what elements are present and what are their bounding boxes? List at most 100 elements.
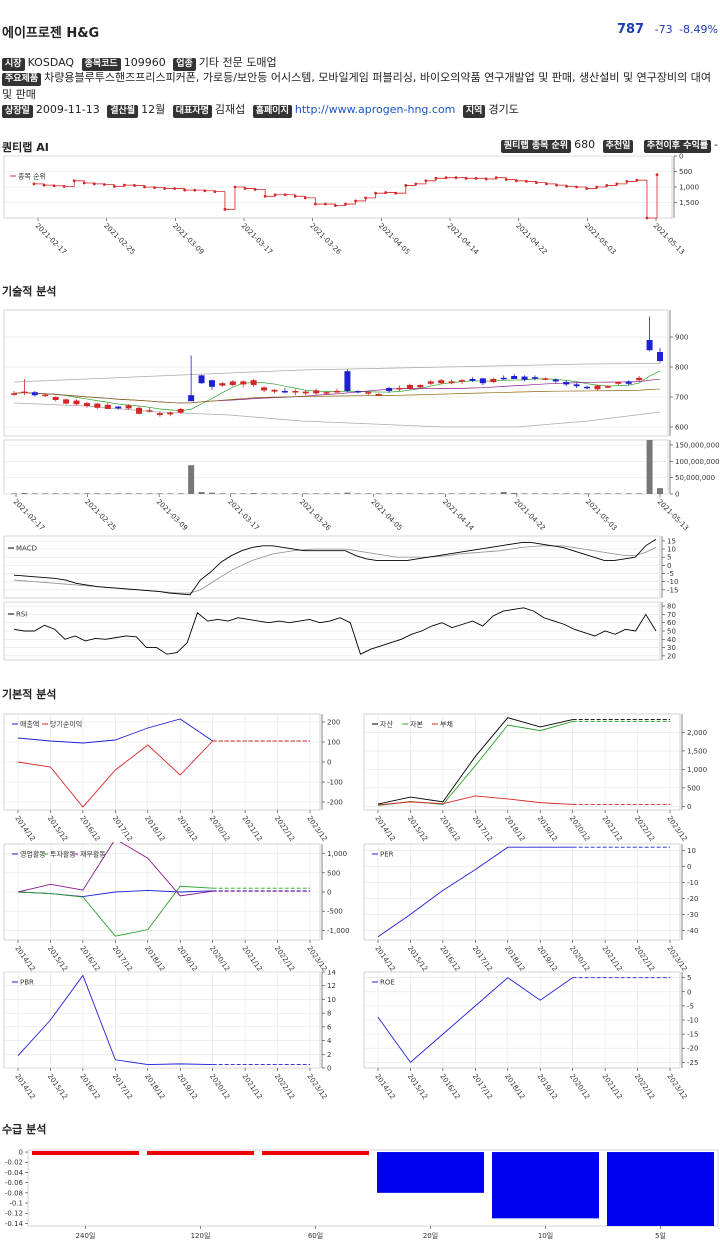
x-tick-label: 2021-02-25 bbox=[83, 498, 117, 532]
x-tick-label: 20일 bbox=[423, 1231, 438, 1240]
fund-pbr-chart: 14 12 10 8 6 4 2 0 2014/12 2015/12 2016/12 2017/12 2… bbox=[3, 970, 336, 1100]
volume-bar bbox=[83, 493, 90, 494]
y-tick-label: -25 bbox=[687, 1059, 698, 1067]
candle-body bbox=[11, 393, 17, 395]
candle-body bbox=[438, 380, 445, 384]
rank-point bbox=[183, 188, 187, 192]
x-tick-label: 60일 bbox=[308, 1231, 323, 1240]
volume-bar bbox=[146, 493, 153, 494]
rank-point bbox=[153, 186, 156, 190]
candle-body bbox=[313, 390, 320, 394]
candle-body bbox=[521, 376, 528, 380]
x-tick-label: 2021-04-05 bbox=[369, 498, 403, 532]
rank-point bbox=[293, 194, 297, 198]
rank-point bbox=[334, 204, 337, 207]
homepage-link[interactable]: http://www.aprogen-hng.com bbox=[294, 103, 456, 116]
rank-point bbox=[474, 176, 478, 180]
x-tick-label: 2015/12 bbox=[406, 945, 429, 972]
fund-assets-chart: 2,000 1,500 1,000 500 0 2014/12 2015/12 2016/12… bbox=[363, 713, 707, 842]
candle-body bbox=[104, 404, 111, 409]
y-tick-label: 0 bbox=[687, 863, 691, 871]
x-tick-label: 2019/12 bbox=[536, 815, 559, 842]
supply-bar bbox=[377, 1152, 484, 1193]
volume-chart: 0 50,000,000 100,000,000 150,000,000 2021-02… bbox=[3, 439, 720, 533]
volume-bar bbox=[375, 493, 382, 494]
series-line bbox=[17, 740, 213, 808]
y-tick-label: -0.14 bbox=[5, 1220, 24, 1228]
y-tick-label: -500 bbox=[327, 908, 343, 916]
candle-body bbox=[500, 377, 507, 380]
x-tick-label: 120일 bbox=[191, 1231, 211, 1240]
x-tick-label: 2021-03-26 bbox=[298, 498, 333, 533]
volume-bar bbox=[427, 493, 434, 494]
y-tick-label: 12 bbox=[327, 982, 336, 990]
y-tick-label: 100 bbox=[327, 739, 340, 747]
series-line bbox=[377, 977, 573, 1064]
return-value: - bbox=[714, 138, 718, 151]
volume-bar bbox=[42, 493, 49, 494]
volume-bar bbox=[334, 493, 340, 494]
x-tick-label: 2019/12 bbox=[176, 815, 199, 842]
x-tick-label: 2019/12 bbox=[536, 1073, 559, 1100]
volume-bar bbox=[573, 493, 580, 494]
products-value: 차량용블루투스핸즈프리스피커폰, 가로등/보안등 어시스템, 모바일게임 퍼블리… bbox=[2, 71, 711, 101]
volume-bar bbox=[584, 493, 591, 494]
code-tag: 종목코드 bbox=[81, 58, 121, 71]
recommend-tag: 추천일 bbox=[602, 140, 634, 153]
volume-bar bbox=[459, 493, 466, 494]
x-tick-label: 2021-03-26 bbox=[308, 222, 343, 257]
volume-bar bbox=[615, 493, 622, 494]
y-tick-label: -10 bbox=[667, 578, 678, 586]
volume-bar bbox=[406, 493, 413, 494]
candle-body bbox=[625, 381, 632, 384]
y-tick-label: 1,500 bbox=[687, 747, 707, 755]
x-tick-label: 2023/12 bbox=[665, 815, 688, 842]
candle-body bbox=[365, 392, 372, 394]
candle-body bbox=[386, 388, 393, 391]
x-tick-label: 2021-04-14 bbox=[441, 498, 476, 533]
rank-point bbox=[535, 181, 538, 185]
volume-bar bbox=[219, 493, 226, 494]
candle-body bbox=[657, 352, 663, 361]
x-tick-label: 2021/12 bbox=[600, 945, 623, 972]
x-tick-label: 2016/12 bbox=[438, 945, 461, 972]
plot-frame bbox=[3, 309, 669, 437]
candle-body bbox=[646, 340, 653, 351]
rank-point bbox=[253, 188, 257, 191]
volume-bar bbox=[313, 493, 320, 494]
rank-point bbox=[504, 178, 508, 181]
candle-body bbox=[115, 406, 122, 409]
volume-bar bbox=[31, 493, 38, 494]
fiscal-tag: 결산월 bbox=[107, 105, 139, 118]
fiscal-value: 12월 bbox=[141, 103, 166, 116]
ceo-tag: 대표자명 bbox=[172, 105, 212, 118]
x-tick-label: 2015/12 bbox=[46, 945, 69, 972]
rank-point bbox=[62, 184, 66, 188]
legend-label: 매출액 bbox=[20, 720, 39, 729]
listed-value: 2009-11-13 bbox=[35, 103, 100, 116]
candle-body bbox=[240, 381, 247, 385]
volume-bar bbox=[417, 493, 424, 494]
candle-body bbox=[427, 381, 434, 384]
x-tick-label: 2021-04-05 bbox=[377, 222, 411, 256]
y-tick-label: -200 bbox=[327, 799, 343, 807]
volume-bar bbox=[511, 493, 518, 494]
legend-label: 재무활동 bbox=[80, 850, 106, 859]
rank-point bbox=[283, 193, 287, 197]
rank-point bbox=[303, 196, 307, 200]
y-tick-label: 700 bbox=[675, 394, 688, 402]
volume-bar bbox=[490, 493, 497, 494]
x-tick-label: 2020/12 bbox=[568, 815, 591, 842]
y-tick-label: 10 bbox=[327, 996, 336, 1004]
price-change: -73 bbox=[654, 23, 673, 36]
x-tick-label: 2021/12 bbox=[240, 1073, 263, 1100]
volume-bar bbox=[657, 488, 663, 494]
candle-body bbox=[302, 391, 309, 394]
info-row-2: 주요제품 차량용블루투스핸즈프리스피커폰, 가로등/보안등 어시스템, 모바일게임… bbox=[2, 69, 718, 103]
candle-body bbox=[542, 378, 549, 380]
candle-body bbox=[94, 403, 101, 408]
y-tick-label: -0.08 bbox=[5, 1189, 23, 1197]
section-title-fundamental: 기본적 분석 bbox=[2, 688, 57, 701]
y-tick-label: 4 bbox=[327, 1037, 332, 1045]
candle-body bbox=[396, 388, 403, 390]
